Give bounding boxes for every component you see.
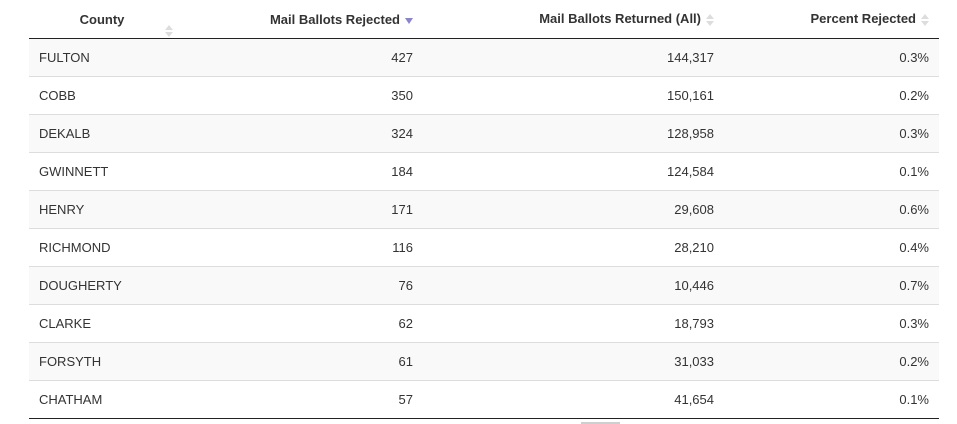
cell-rejected: 76 bbox=[175, 266, 423, 305]
cell-percent: 0.1% bbox=[724, 152, 939, 191]
header-percent-label: Percent Rejected bbox=[810, 11, 917, 27]
cell-returned: 29,608 bbox=[423, 190, 724, 229]
cell-percent: 0.1% bbox=[724, 380, 939, 419]
table-row: FORSYTH 61 31,033 0.2% bbox=[29, 342, 939, 381]
table-row: DOUGHERTY 76 10,446 0.7% bbox=[29, 266, 939, 305]
cell-returned: 144,317 bbox=[423, 38, 724, 77]
header-returned-label: Mail Ballots Returned (All) bbox=[539, 11, 701, 27]
table-row: FULTON 427 144,317 0.3% bbox=[29, 38, 939, 77]
cell-county: HENRY bbox=[29, 190, 175, 229]
cell-returned: 18,793 bbox=[423, 304, 724, 343]
cell-county: CHATHAM bbox=[29, 380, 175, 419]
sort-unsorted-icon bbox=[706, 13, 714, 27]
cell-county: DEKALB bbox=[29, 114, 175, 153]
table-row: COBB 350 150,161 0.2% bbox=[29, 76, 939, 115]
cell-percent: 0.6% bbox=[724, 190, 939, 229]
cell-percent: 0.3% bbox=[724, 114, 939, 153]
header-percent[interactable]: Percent Rejected bbox=[724, 0, 939, 39]
cell-county: COBB bbox=[29, 76, 175, 115]
cell-rejected: 171 bbox=[175, 190, 423, 229]
table-row: DEKALB 324 128,958 0.3% bbox=[29, 114, 939, 153]
cell-returned: 41,654 bbox=[423, 380, 724, 419]
table-body: FULTON 427 144,317 0.3% COBB 350 150,161… bbox=[29, 38, 939, 419]
cell-returned: 31,033 bbox=[423, 342, 724, 381]
cell-percent: 0.7% bbox=[724, 266, 939, 305]
cell-rejected: 61 bbox=[175, 342, 423, 381]
cell-percent: 0.3% bbox=[724, 38, 939, 77]
sort-unsorted-icon bbox=[165, 24, 174, 38]
cell-percent: 0.3% bbox=[724, 304, 939, 343]
cell-rejected: 62 bbox=[175, 304, 423, 343]
cell-returned: 28,210 bbox=[423, 228, 724, 267]
cell-rejected: 57 bbox=[175, 380, 423, 419]
cell-county: RICHMOND bbox=[29, 228, 175, 267]
cell-percent: 0.2% bbox=[724, 342, 939, 381]
header-rejected[interactable]: Mail Ballots Rejected bbox=[175, 0, 423, 39]
cell-rejected: 324 bbox=[175, 114, 423, 153]
cell-county: DOUGHERTY bbox=[29, 266, 175, 305]
cell-returned: 124,584 bbox=[423, 152, 724, 191]
table-row: HENRY 171 29,608 0.6% bbox=[29, 190, 939, 229]
cell-rejected: 350 bbox=[175, 76, 423, 115]
cell-percent: 0.4% bbox=[724, 228, 939, 267]
cell-rejected: 116 bbox=[175, 228, 423, 267]
table-row: RICHMOND 116 28,210 0.4% bbox=[29, 228, 939, 267]
header-row: County Mail Ballots Rejected Mail Ballot… bbox=[29, 0, 939, 39]
header-county-label: County bbox=[79, 11, 125, 27]
cell-county: FORSYTH bbox=[29, 342, 175, 381]
horizontal-scrollbar-thumb[interactable] bbox=[581, 422, 620, 424]
sort-unsorted-icon bbox=[921, 13, 929, 27]
cell-county: GWINNETT bbox=[29, 152, 175, 191]
header-county[interactable]: County bbox=[29, 0, 175, 39]
header-rejected-label: Mail Ballots Rejected bbox=[269, 11, 400, 27]
cell-county: CLARKE bbox=[29, 304, 175, 343]
ballots-table: County Mail Ballots Rejected Mail Ballot… bbox=[29, 0, 939, 419]
sort-descending-icon bbox=[405, 18, 413, 25]
header-returned[interactable]: Mail Ballots Returned (All) bbox=[423, 0, 724, 39]
table-header: County Mail Ballots Rejected Mail Ballot… bbox=[29, 0, 939, 39]
cell-returned: 10,446 bbox=[423, 266, 724, 305]
cell-returned: 128,958 bbox=[423, 114, 724, 153]
table-row: CLARKE 62 18,793 0.3% bbox=[29, 304, 939, 343]
cell-percent: 0.2% bbox=[724, 76, 939, 115]
cell-returned: 150,161 bbox=[423, 76, 724, 115]
table-row: GWINNETT 184 124,584 0.1% bbox=[29, 152, 939, 191]
table-row: CHATHAM 57 41,654 0.1% bbox=[29, 380, 939, 419]
cell-county: FULTON bbox=[29, 38, 175, 77]
cell-rejected: 184 bbox=[175, 152, 423, 191]
cell-rejected: 427 bbox=[175, 38, 423, 77]
